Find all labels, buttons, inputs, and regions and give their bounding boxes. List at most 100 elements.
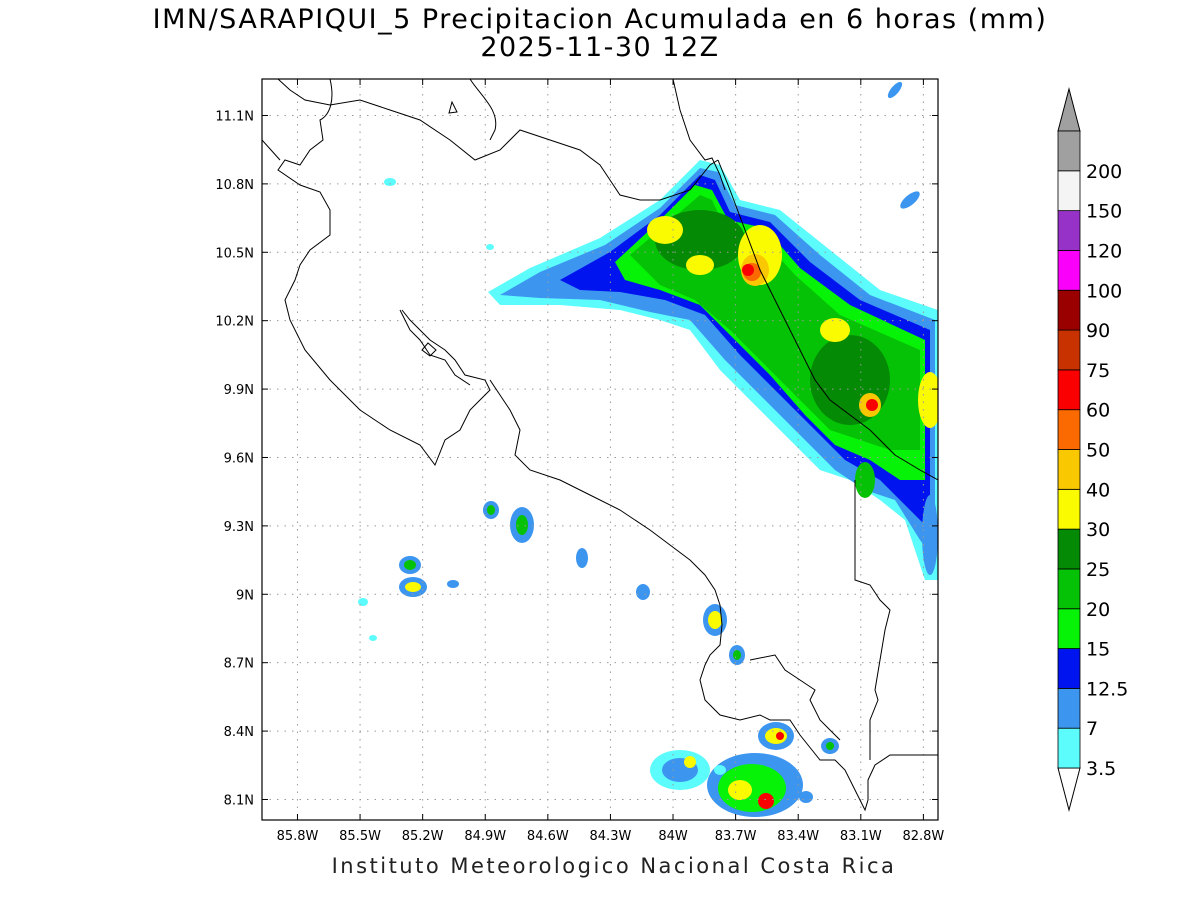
lat-tick-label: 10.8N <box>215 178 254 193</box>
map-title: IMN/SARAPIQUI_5 Precipitacion Acumulada … <box>152 4 1048 35</box>
precip-cell-60b <box>866 399 878 411</box>
colorbar-swatch <box>1057 329 1081 371</box>
colorbar-label: 30 <box>1086 519 1110 541</box>
lat-tick-label: 8.1N <box>224 793 254 808</box>
longitude-axis: 85.8W 85.5W 85.2W 84.9W 84.6W 84.3W 84W 83.7W 83… <box>277 79 944 844</box>
colorbar-swatch <box>1057 170 1081 212</box>
precip-cell-490-247 <box>486 244 494 250</box>
lat-tick-label: 10.2N <box>215 315 254 330</box>
san-juan-border <box>717 159 938 481</box>
colorbar-swatch <box>1057 488 1081 530</box>
colorbar-label: 100 <box>1086 280 1122 302</box>
colorbar-swatch <box>1057 130 1081 172</box>
precip-cell-s-6 <box>714 765 726 775</box>
colorbar-label: 90 <box>1086 320 1110 342</box>
map-grid <box>262 79 938 820</box>
nicaragua-lake-shore <box>262 139 281 161</box>
colorbar-swatch <box>1057 449 1081 490</box>
lon-tick-label: 84.9W <box>464 829 506 844</box>
precip-cell-30e <box>918 372 938 428</box>
lon-tick-label: 85.2W <box>402 829 444 844</box>
nicoya-island <box>421 342 437 357</box>
lake-nicaragua <box>277 79 719 201</box>
colorbar-swatch <box>1057 648 1081 689</box>
precip-cell-ne-2 <box>887 81 903 99</box>
lat-tick-label: 11.1N <box>215 109 254 124</box>
colorbar-swatch <box>1057 608 1081 649</box>
colorbar-label: 150 <box>1086 201 1122 223</box>
precip-cell-373-638 <box>369 635 377 641</box>
lat-tick-label: 9.9N <box>224 383 254 398</box>
colorbar-swatch <box>1057 568 1081 610</box>
precip-cell-ne-1 <box>900 191 920 209</box>
lon-tick-label: 84W <box>658 829 688 844</box>
precip-cell-e-2 <box>855 462 875 498</box>
precip-cell-s-4b <box>826 742 834 750</box>
colorbar-label: 3.5 <box>1086 758 1116 780</box>
colorbar-label: 15 <box>1086 639 1110 661</box>
precip-cell-nicoya-1-core <box>404 560 416 570</box>
colorbar-swatch <box>1057 250 1081 291</box>
precip-cell-363-602 <box>358 598 368 606</box>
precip-cell-s-2c <box>728 780 752 800</box>
precip-cell-715-620-core <box>708 611 722 629</box>
precip-cell-nicoya-2-core <box>405 582 421 592</box>
lon-tick-label: 83.7W <box>715 829 757 844</box>
colorbar-top-cap <box>1057 87 1081 132</box>
colorbar-label: 60 <box>1086 400 1110 422</box>
lon-tick-label: 84.6W <box>527 829 569 844</box>
colorbar-swatch <box>1057 210 1081 251</box>
map-subtitle-datetime: 2025-11-30 12Z <box>480 32 720 63</box>
precip-cell-643-593 <box>636 584 650 600</box>
lat-tick-label: 10.5N <box>215 246 254 261</box>
coastlines-borders <box>262 79 938 812</box>
colorbar-swatch <box>1057 289 1081 331</box>
nicoya-inner <box>399 309 471 386</box>
precip-cell-580-560 <box>576 548 588 568</box>
colorbar-label: 7 <box>1086 718 1098 740</box>
colorbar-label: 40 <box>1086 479 1110 501</box>
precip-cell-e-1 <box>922 495 938 575</box>
colorbar-label: 200 <box>1086 161 1122 183</box>
lon-tick-label: 85.8W <box>277 829 319 844</box>
precip-cell-s-1c <box>684 756 696 768</box>
precip-cell-520-525-core <box>516 515 528 535</box>
lat-tick-label: 9.6N <box>224 451 254 466</box>
precip-cell-453-585 <box>447 580 459 588</box>
panama-border <box>854 480 891 760</box>
north-nicaragua-coast <box>469 79 497 141</box>
pacific-coast-central <box>489 379 938 812</box>
precip-cell-390-182 <box>384 178 396 186</box>
colorbar-label: 120 <box>1086 240 1122 262</box>
small-island-north <box>448 100 458 114</box>
colorbar-swatch <box>1057 409 1081 450</box>
precip-cell-490-510-core <box>487 505 495 515</box>
precip-cell-30a <box>647 216 683 244</box>
colorbar-label: 25 <box>1086 559 1110 581</box>
colorbar-label: 75 <box>1086 360 1110 382</box>
osa-peninsula <box>749 654 841 741</box>
footer-institution: Instituto Meteorologico Nacional Costa R… <box>331 854 897 878</box>
plot-frame <box>261 78 939 821</box>
lon-tick-label: 84.3W <box>590 829 632 844</box>
colorbar-label: 50 <box>1086 440 1110 462</box>
colorbar-bottom-cap <box>1057 767 1081 812</box>
colorbar-label: 12.5 <box>1086 678 1128 700</box>
precip-cell-30b <box>686 255 714 275</box>
caribbean-coast <box>672 79 726 191</box>
lat-tick-label: 8.4N <box>224 725 254 740</box>
precip-cell-s-5 <box>799 791 813 803</box>
colorbar-label: 20 <box>1086 599 1110 621</box>
precip-cell-737-655-core <box>733 650 741 660</box>
precip-cell-s-2b <box>718 764 786 812</box>
precip-cell-s-3c <box>776 732 784 740</box>
precipitation-field <box>358 81 938 817</box>
lat-tick-label: 9.3N <box>224 520 254 535</box>
precip-cell-30d <box>820 318 850 342</box>
lon-tick-label: 85.5W <box>339 829 381 844</box>
lon-tick-label: 83.4W <box>777 829 819 844</box>
colorbar-swatch <box>1057 369 1081 411</box>
lat-tick-label: 8.7N <box>224 657 254 672</box>
latitude-axis: 11.1N 10.8N 10.5N 10.2N 9.9N 9.6N 9.3N 9N 8.7N 8.… <box>215 109 938 808</box>
